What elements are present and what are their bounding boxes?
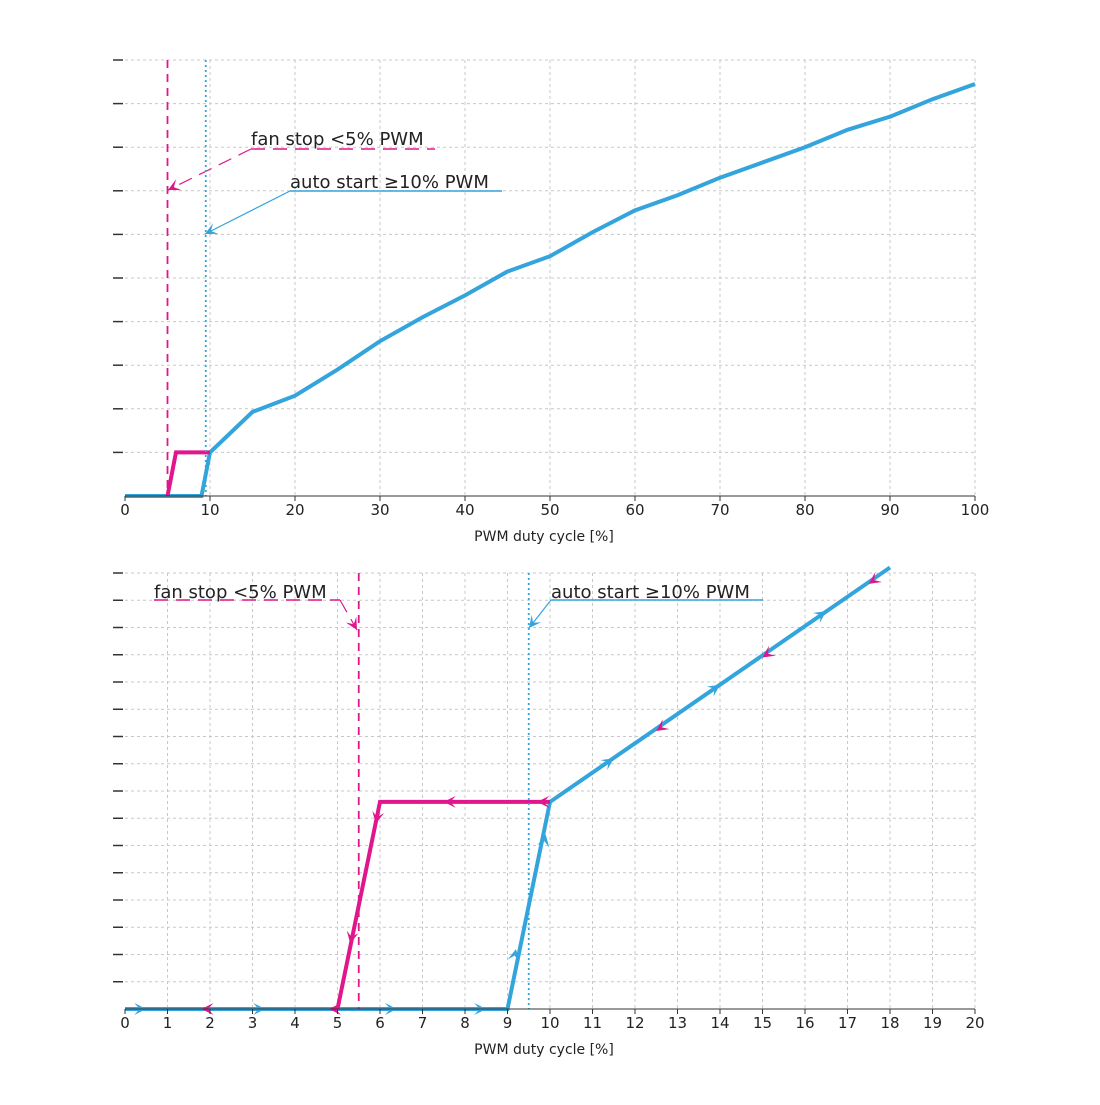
x-tick-label: 3 xyxy=(248,1014,258,1032)
stop-annotation-arrowhead xyxy=(345,616,357,630)
x-tick-label: 2 xyxy=(205,1014,215,1032)
x-tick-label: 6 xyxy=(375,1014,385,1032)
stop-annotation-arrowhead xyxy=(168,179,182,191)
x-tick-label: 100 xyxy=(961,501,990,519)
stop-annotation-leader xyxy=(167,148,252,191)
auto-direction-arrow xyxy=(600,758,614,771)
x-tick-label: 11 xyxy=(583,1014,602,1032)
x-tick-label: 14 xyxy=(710,1014,729,1032)
x-tick-label: 1 xyxy=(163,1014,173,1032)
auto-annotation-arrowhead xyxy=(205,223,219,234)
auto-direction-arrow xyxy=(507,949,520,963)
stop-direction-arrow xyxy=(346,930,359,944)
stop-annotation-label: fan stop <5% PWM xyxy=(251,129,424,150)
x-axis-title: PWM duty cycle [%] xyxy=(474,1042,614,1058)
stop-series-line xyxy=(165,450,210,497)
stop-direction-arrow xyxy=(537,795,550,808)
x-tick-label: 50 xyxy=(540,501,559,519)
stop-direction-arrow xyxy=(762,645,776,658)
stop-series-line xyxy=(335,799,550,1010)
stop-annotation-label: fan stop <5% PWM xyxy=(154,582,327,603)
x-tick-label: 12 xyxy=(625,1014,644,1032)
stop-direction-arrow xyxy=(443,795,456,808)
x-tick-label: 19 xyxy=(923,1014,942,1032)
x-tick-label: 15 xyxy=(753,1014,772,1032)
chart-top: fan stop <5% PWM auto start ≥10% PWM 0 10… xyxy=(113,59,990,545)
auto-annotation-arrowhead xyxy=(529,614,542,628)
x-tick-label: 20 xyxy=(285,501,304,519)
auto-annotation-label: auto start ≥10% PWM xyxy=(551,582,750,603)
x-tick-label: 18 xyxy=(880,1014,899,1032)
stop-direction-arrow xyxy=(372,810,385,824)
x-tick-label: 7 xyxy=(418,1014,428,1032)
auto-direction-arrow xyxy=(812,611,827,623)
x-tick-label: 13 xyxy=(668,1014,687,1032)
x-tick-label: 80 xyxy=(795,501,814,519)
stop-direction-arrow xyxy=(868,572,883,584)
x-tick-label: 0 xyxy=(120,1014,130,1032)
auto-annotation-label: auto start ≥10% PWM xyxy=(290,172,489,193)
x-tick-label: 40 xyxy=(455,501,474,519)
x-tick-label: 9 xyxy=(503,1014,513,1032)
x-tick-label: 90 xyxy=(880,501,899,519)
x-tick-label: 30 xyxy=(370,501,389,519)
x-tick-label: 20 xyxy=(965,1014,984,1032)
x-tick-label: 5 xyxy=(333,1014,343,1032)
x-tick-label: 10 xyxy=(200,501,219,519)
auto-direction-arrow xyxy=(537,834,550,848)
x-tick-label: 17 xyxy=(838,1014,857,1032)
x-tick-label: 0 xyxy=(120,501,130,519)
auto-direction-arrow xyxy=(706,684,720,697)
stop-direction-arrow xyxy=(656,719,670,732)
auto-series-line xyxy=(125,82,976,498)
x-axis-title: PWM duty cycle [%] xyxy=(474,529,614,545)
x-tick-label: 8 xyxy=(460,1014,470,1032)
x-tick-label: 70 xyxy=(710,501,729,519)
auto-annotation-leader xyxy=(204,190,291,235)
x-tick-label: 10 xyxy=(540,1014,559,1032)
x-tick-label: 4 xyxy=(290,1014,300,1032)
x-tick-label: 60 xyxy=(625,501,644,519)
x-tick-label: 16 xyxy=(795,1014,814,1032)
